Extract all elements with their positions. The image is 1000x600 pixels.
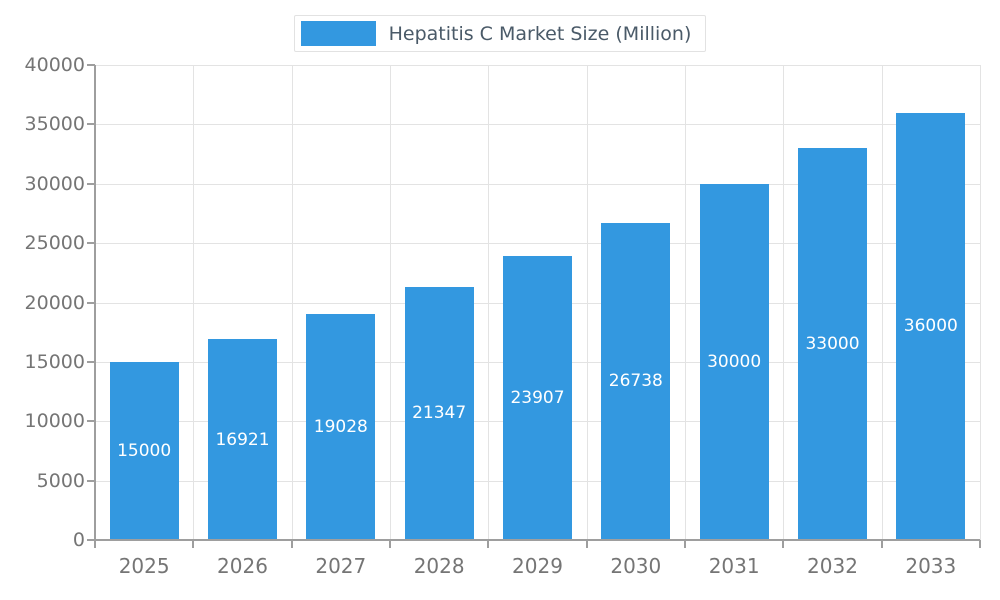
x-axis-tick — [389, 540, 391, 548]
bar-value-label: 36000 — [903, 316, 958, 337]
gridline-vertical — [193, 65, 195, 540]
legend: Hepatitis C Market Size (Million) — [0, 15, 1000, 52]
bar-value-label: 19028 — [313, 417, 368, 438]
y-axis-tick — [87, 301, 95, 304]
y-tick-label: 25000 — [24, 232, 85, 255]
gridline-vertical — [390, 65, 391, 540]
gridline-horizontal — [95, 243, 980, 245]
bar-value-label: 33000 — [805, 334, 860, 355]
x-tick-label: 2032 — [807, 554, 858, 578]
x-axis-tick — [880, 540, 883, 548]
x-tick-label: 2030 — [610, 554, 662, 578]
x-axis-tick — [684, 540, 686, 548]
y-tick-label: 30000 — [24, 172, 85, 195]
y-axis-tick — [87, 64, 95, 66]
plot-area: 0 5000 10000 15000 20000 25000 30000 35000 40000… — [25, 54, 981, 578]
gridline-vertical — [291, 65, 293, 540]
bar-2032: 33000 — [798, 148, 867, 540]
y-tick-label: 35000 — [24, 113, 85, 136]
y-tick-label: 20000 — [24, 291, 85, 314]
gridline-vertical — [488, 65, 490, 540]
y-axis-tick — [87, 123, 95, 126]
x-axis-tick — [782, 540, 785, 548]
x-axis-tick — [192, 540, 195, 548]
gridline-vertical — [586, 65, 588, 540]
x-axis-tick — [487, 540, 490, 548]
y-axis-tick — [87, 479, 95, 482]
bar-value-label: 26738 — [608, 371, 663, 392]
legend-swatch — [300, 21, 376, 46]
bar-2025: 15000 — [109, 361, 179, 540]
bar-2033: 36000 — [896, 112, 966, 540]
x-tick-label: 2031 — [708, 554, 760, 578]
bar-value-label: 15000 — [117, 440, 172, 461]
bar-2026: 16921 — [208, 339, 277, 540]
y-axis-tick — [87, 360, 95, 363]
bar-value-label: 21347 — [412, 403, 467, 424]
x-axis-tick — [585, 540, 588, 548]
y-tick-label: 10000 — [24, 410, 85, 433]
y-axis-tick — [87, 182, 95, 185]
x-tick-label: 2025 — [118, 554, 170, 578]
gridline-vertical — [783, 65, 785, 540]
bar-2029: 23907 — [503, 256, 572, 540]
bar-value-label: 16921 — [215, 429, 270, 450]
gridline-horizontal — [95, 183, 980, 185]
bar-value-label: 30000 — [707, 351, 762, 372]
x-tick-label: 2026 — [217, 554, 268, 578]
gridline-vertical — [685, 65, 686, 540]
y-axis-tick — [87, 539, 95, 541]
bar-2031: 30000 — [699, 183, 769, 540]
x-axis-tick — [290, 540, 293, 548]
bar-2030: 26738 — [601, 222, 671, 540]
y-tick-label: 40000 — [24, 54, 85, 76]
bar-2027: 19028 — [306, 314, 376, 540]
gridline-vertical — [881, 65, 883, 540]
y-tick-label: 15000 — [24, 350, 85, 373]
gridline-horizontal — [95, 65, 980, 66]
legend-box: Hepatitis C Market Size (Million) — [293, 15, 707, 52]
x-tick-label: 2033 — [905, 554, 957, 578]
y-axis-tick — [87, 242, 95, 245]
x-axis-tick — [979, 540, 981, 548]
chart-title: Hepatitis C Market Size (Million) — [388, 22, 692, 45]
x-axis-line — [94, 539, 980, 541]
x-tick-label: 2029 — [512, 554, 563, 578]
y-tick-label: 0 — [72, 529, 85, 551]
x-tick-label: 2028 — [413, 554, 465, 578]
x-axis-tick — [94, 540, 96, 548]
y-axis-tick — [87, 420, 95, 423]
bar-value-label: 23907 — [510, 388, 565, 409]
x-tick-label: 2027 — [315, 554, 367, 578]
gridline-horizontal — [95, 124, 980, 126]
y-tick-label: 5000 — [36, 469, 85, 492]
gridline-vertical — [980, 65, 981, 540]
bar-2028: 21347 — [404, 286, 474, 540]
y-axis-line — [94, 65, 96, 540]
